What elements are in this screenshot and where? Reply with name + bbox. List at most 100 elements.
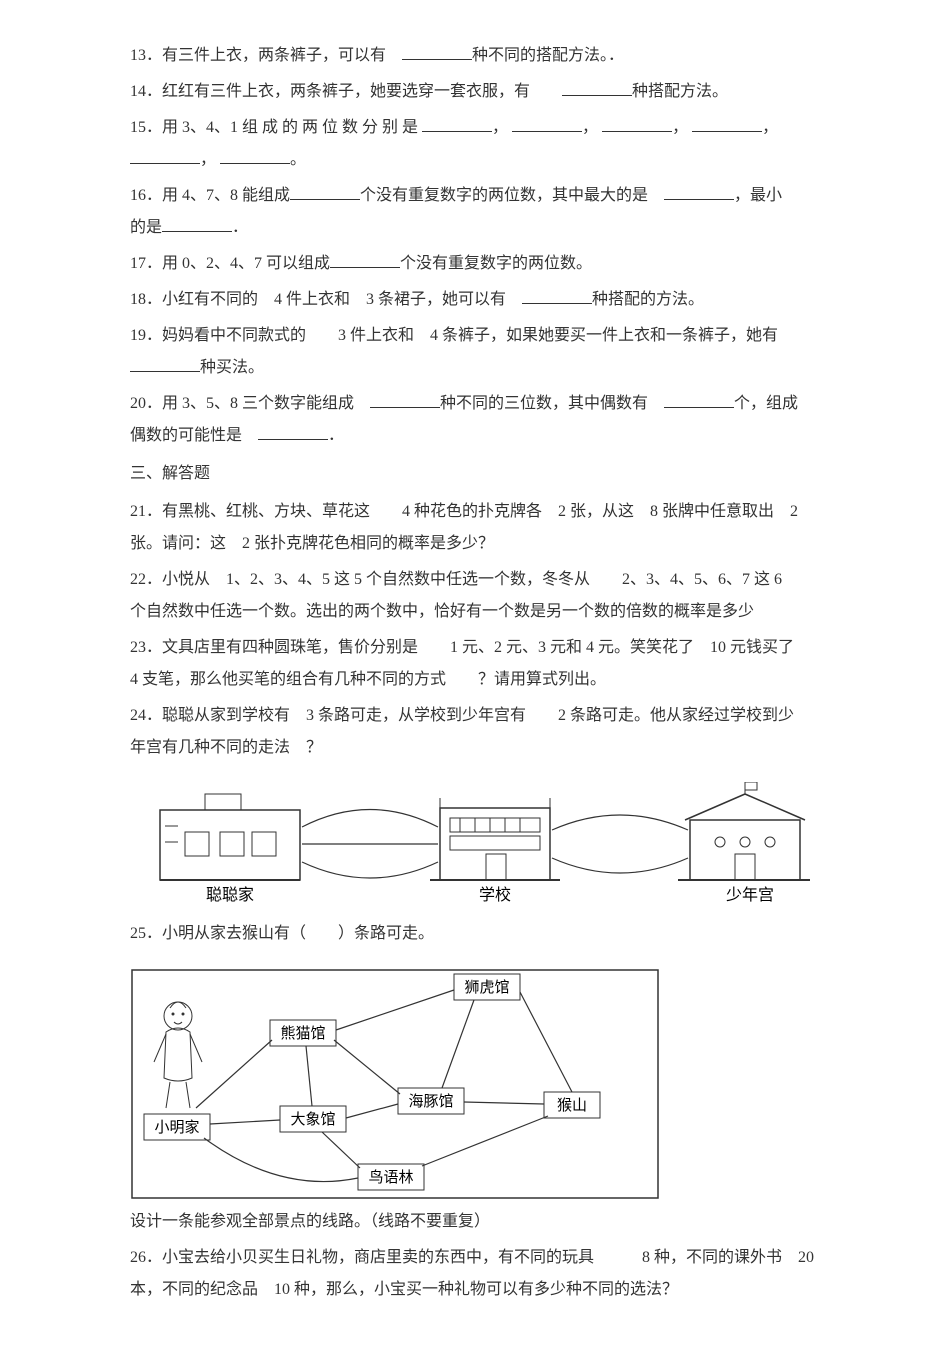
q-num: 22．	[130, 571, 162, 588]
q-text: 种买法。	[200, 359, 264, 376]
svg-text:猴山: 猴山	[557, 1097, 587, 1114]
school-icon	[430, 798, 560, 880]
home-icon	[160, 794, 300, 880]
blank	[422, 116, 492, 132]
q-text: 用 3、4、1 组 成 的 两 位 数 分 别 是	[162, 119, 418, 136]
q-text: 的是	[130, 219, 162, 236]
node-bird: 鸟语林	[358, 1164, 424, 1190]
question-18: 18．小红有不同的 4 件上衣和 3 条裙子，她可以有 种搭配的方法。	[130, 284, 820, 316]
palace-icon	[678, 782, 810, 880]
node-monkey: 猴山	[544, 1092, 600, 1118]
q-text: 4 支笔，那么他买笔的组合有几种不同的方式 ？请用算式列出。	[130, 671, 606, 688]
blank	[220, 148, 290, 164]
svg-text:狮虎馆: 狮虎馆	[464, 979, 509, 996]
q-num: 13．	[130, 47, 162, 64]
q-text: 种不同的搭配方法。	[472, 47, 608, 64]
q-text: 聪聪从家到学校有 3 条路可走，从学校到少年宫有 2 条路可走。他从家经过学校到…	[162, 707, 794, 724]
q-text: 用 4、7、8 能组成	[162, 187, 290, 204]
question-14: 14．红红有三件上衣，两条裤子，她要选穿一套衣服，有 种搭配方法。	[130, 76, 820, 108]
q-text: 种搭配方法。	[632, 83, 728, 100]
blank	[290, 184, 360, 200]
question-16: 16．用 4、7、8 能组成 个没有重复数字的两位数，其中最大的是 ，最小 的是 ．	[130, 180, 820, 244]
q-text: ，最小	[734, 187, 782, 204]
q-text: ．	[232, 219, 248, 236]
q-num: 15．	[130, 119, 162, 136]
question-13: 13．有三件上衣，两条裤子，可以有 种不同的搭配方法。．	[130, 40, 820, 72]
palace-label: 少年宫	[726, 886, 774, 904]
q-num: 17．	[130, 255, 162, 272]
question-24: 24．聪聪从家到学校有 3 条路可走，从学校到少年宫有 2 条路可走。他从家经过…	[130, 700, 820, 764]
q-text: 本，不同的纪念品 10 种，那么，小宝买一种礼物可以有多少种不同的选法？	[130, 1281, 678, 1298]
q-text: 用 0、2、4、7 可以组成	[162, 255, 330, 272]
blank	[664, 184, 734, 200]
q-text: 个，组成	[734, 395, 798, 412]
path-arc	[552, 815, 688, 830]
svg-text:海豚馆: 海豚馆	[408, 1093, 453, 1110]
map-edges	[196, 990, 572, 1182]
question-19: 19．妈妈看中不同款式的 3 件上衣和 4 条裤子，如果她要买一件上衣和一条裤子…	[130, 320, 820, 384]
q-num: 20．	[130, 395, 162, 412]
blank	[664, 392, 734, 408]
blank	[562, 80, 632, 96]
svg-text:小明家: 小明家	[154, 1119, 199, 1136]
illustration-home-school-palace: 聪聪家 学校 少年宫	[130, 782, 820, 912]
q-num: 21．	[130, 503, 162, 520]
q-text: 个没有重复数字的两位数。	[400, 255, 592, 272]
blank	[130, 148, 200, 164]
node-lion: 狮虎馆	[454, 974, 520, 1000]
question-22: 22．小悦从 1、2、3、4、5 这 5 个自然数中任选一个数，冬冬从 2、3、…	[130, 564, 820, 628]
q-num: 23．	[130, 639, 162, 656]
svg-text:鸟语林: 鸟语林	[368, 1169, 413, 1186]
q-text: 小明从家去猴山有（ ）条路可走。	[162, 925, 434, 942]
q-text: 小宝去给小贝买生日礼物，商店里卖的东西中，有不同的玩具 8 种，不同的课外书 2…	[162, 1249, 814, 1266]
q-num: 18．	[130, 291, 162, 308]
blank	[602, 116, 672, 132]
question-26: 26．小宝去给小贝买生日礼物，商店里卖的东西中，有不同的玩具 8 种，不同的课外…	[130, 1242, 820, 1306]
blank	[692, 116, 762, 132]
home-label: 聪聪家	[206, 886, 254, 904]
question-21: 21．有黑桃、红桃、方块、草花这 4 种花色的扑克牌各 2 张，从这 8 张牌中…	[130, 496, 820, 560]
q-text: 小红有不同的 4 件上衣和 3 条裙子，她可以有	[162, 291, 522, 308]
q-text: 红红有三件上衣，两条裤子，她要选穿一套衣服，有	[162, 83, 562, 100]
q-num: 14．	[130, 83, 162, 100]
blank	[162, 216, 232, 232]
question-15: 15．用 3、4、1 组 成 的 两 位 数 分 别 是 ， ， ， ， ， 。	[130, 112, 820, 176]
path-arc	[302, 810, 438, 828]
blank	[330, 252, 400, 268]
q-num: 16．	[130, 187, 162, 204]
node-xiaoming: 小明家	[144, 1114, 210, 1140]
blank	[512, 116, 582, 132]
q-text: 年宫有几种不同的走法 ？	[130, 739, 322, 756]
q-text: ．	[608, 47, 624, 64]
question-25: 25．小明从家去猴山有（ ）条路可走。	[130, 918, 820, 950]
path-arc	[552, 858, 688, 873]
child-icon	[154, 1002, 202, 1108]
blank	[522, 288, 592, 304]
q-text: 个没有重复数字的两位数，其中最大的是	[360, 187, 664, 204]
q-text: 小悦从 1、2、3、4、5 这 5 个自然数中任选一个数，冬冬从 2、3、4、5…	[162, 571, 782, 588]
q-text: 种不同的三位数，其中偶数有	[440, 395, 664, 412]
q-text: 妈妈看中不同款式的 3 件上衣和 4 条裤子，如果她要买一件上衣和一条裤子，她有	[162, 327, 778, 344]
q-text: 偶数的可能性是	[130, 427, 258, 444]
q-num: 26．	[130, 1249, 162, 1266]
q-text: 个自然数中任选一个数。选出的两个数中，恰好有一个数是另一个数的倍数的概率是多少	[130, 603, 754, 620]
svg-text:大象馆: 大象馆	[290, 1111, 335, 1128]
node-dolphin: 海豚馆	[398, 1088, 464, 1114]
q-text: 有黑桃、红桃、方块、草花这 4 种花色的扑克牌各 2 张，从这 8 张牌中任意取…	[162, 503, 798, 520]
illustration-zoo-map: 小明家 熊猫馆 大象馆 狮虎馆 海豚馆 鸟语林 猴山	[130, 968, 820, 1200]
question-20: 20．用 3、5、8 三个数字能组成 种不同的三位数，其中偶数有 个，组成 偶数…	[130, 388, 820, 452]
q-text: ．	[328, 427, 344, 444]
node-elephant: 大象馆	[280, 1106, 346, 1132]
q-num: 25．	[130, 925, 162, 942]
question-23: 23．文具店里有四种圆珠笔，售价分别是 1 元、2 元、3 元和 4 元。笑笑花…	[130, 632, 820, 696]
question-25b: 设计一条能参观全部景点的线路。（线路不要重复）	[130, 1206, 820, 1238]
school-label: 学校	[479, 886, 511, 904]
q-text: 有三件上衣，两条裤子，可以有	[162, 47, 402, 64]
section-3-title: 三、解答题	[130, 458, 820, 490]
path-arc	[302, 862, 438, 878]
q-num: 24．	[130, 707, 162, 724]
q-num: 19．	[130, 327, 162, 344]
blank	[370, 392, 440, 408]
q-text: 种搭配的方法。	[592, 291, 704, 308]
q-text: 张。请问：这 2 张扑克牌花色相同的概率是多少？	[130, 535, 494, 552]
